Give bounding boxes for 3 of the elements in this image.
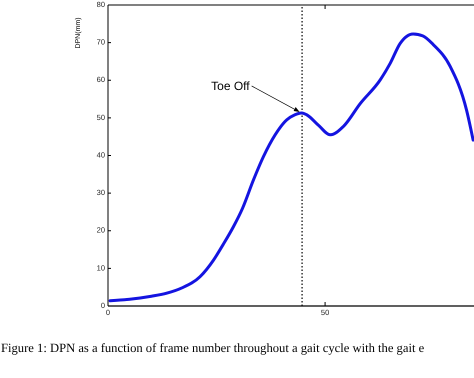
caption: Figure 1: DPN as a function of frame number throughout a gait cycle with the gait e [1, 341, 425, 355]
line-series [108, 32, 474, 302]
annotation: Toe Off [211, 78, 250, 93]
